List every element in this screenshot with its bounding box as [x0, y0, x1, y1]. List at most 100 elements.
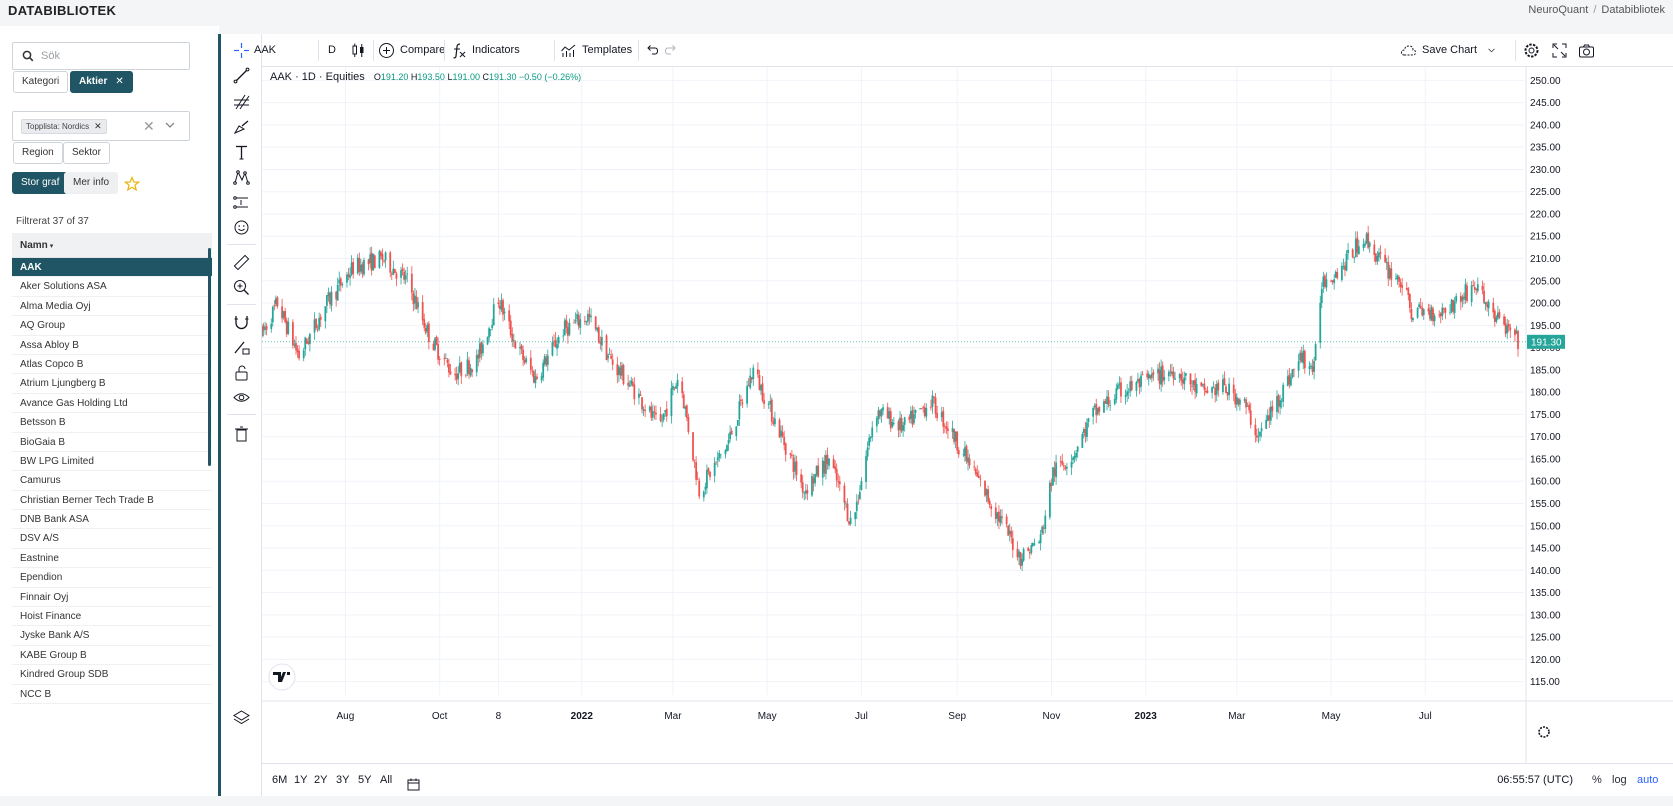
save-chart-button[interactable]: Save Chart — [1400, 34, 1497, 67]
chevron-down-icon[interactable] — [163, 118, 177, 132]
interval-button[interactable]: D — [328, 34, 336, 67]
aktier-filter-chip[interactable]: Aktier ✕ — [70, 71, 133, 93]
list-item[interactable]: Nordea Bank — [12, 704, 212, 709]
list-item[interactable]: Atlas Copco B — [12, 355, 212, 375]
auto-toggle[interactable]: auto — [1637, 774, 1659, 786]
brush-tool[interactable] — [231, 117, 252, 138]
remove-tag-icon[interactable]: ✕ — [94, 121, 102, 131]
eye-icon — [233, 393, 250, 402]
list-item[interactable]: AQ Group — [12, 316, 212, 336]
list-item[interactable]: Jyske Bank A/S — [12, 626, 212, 646]
compare-button[interactable]: Compare — [378, 34, 445, 67]
pattern-tool[interactable] — [231, 167, 252, 188]
candle-body — [837, 481, 840, 483]
chart-area[interactable]: 115.00 120.00 125.00 130.00 135.00 140.00 145.… — [262, 67, 1673, 763]
hide-tool[interactable] — [231, 387, 252, 408]
candle-body — [1444, 308, 1447, 313]
fullscreen-button[interactable] — [1551, 34, 1568, 67]
list-item[interactable]: Hoist Finance — [12, 607, 212, 627]
clear-icon[interactable]: ✕ — [143, 118, 155, 134]
list-item[interactable]: DNB Bank ASA — [12, 510, 212, 530]
list-item[interactable]: Betsson B — [12, 413, 212, 433]
breadcrumb-neuroquant[interactable]: NeuroQuant — [1528, 4, 1589, 16]
percent-toggle[interactable]: % — [1592, 774, 1602, 786]
list-item[interactable]: AAK — [12, 258, 212, 278]
list-item[interactable]: DSV A/S — [12, 529, 212, 549]
prediction-tool[interactable] — [231, 192, 252, 213]
list-item[interactable]: BW LPG Limited — [12, 452, 212, 472]
measure-tool[interactable] — [231, 252, 252, 273]
list-item[interactable]: Kindred Group SDB — [12, 665, 212, 685]
name-column-header[interactable]: Namn ▾ — [12, 233, 212, 258]
symbol-search[interactable]: AAK — [254, 34, 316, 67]
list-item[interactable]: Camurus — [12, 471, 212, 491]
remove-aktier-icon[interactable]: ✕ — [115, 76, 124, 87]
templates-button[interactable]: Templates — [560, 34, 632, 67]
range-5y[interactable]: 5Y — [358, 774, 372, 786]
trend-line-tool[interactable] — [231, 65, 252, 86]
kategori-filter-button[interactable]: Kategori — [13, 71, 69, 93]
list-item[interactable]: Ependion — [12, 568, 212, 588]
candle-body — [767, 403, 770, 405]
text-tool[interactable] — [231, 142, 252, 163]
price-axis-settings-icon[interactable] — [1538, 726, 1550, 738]
range-all[interactable]: All — [380, 774, 393, 786]
candle-body — [390, 273, 393, 275]
lock-tool[interactable] — [231, 362, 252, 383]
object-tree-tool[interactable] — [231, 707, 252, 728]
panel-divider[interactable] — [218, 34, 221, 796]
candle-body — [806, 489, 809, 494]
candle-body — [888, 411, 891, 419]
list-item[interactable]: NCC B — [12, 685, 212, 704]
candle-body — [1302, 350, 1305, 364]
region-filter-button[interactable]: Region — [13, 142, 63, 164]
magnet-tool[interactable] — [231, 312, 252, 333]
stor-graf-button[interactable]: Stor graf — [12, 172, 69, 194]
range-6m[interactable]: 6M — [272, 774, 288, 786]
candlestick-chart[interactable]: 115.00 120.00 125.00 130.00 135.00 140.00 145.… — [262, 67, 1673, 763]
chart-settings-button[interactable] — [1523, 34, 1540, 67]
list-item[interactable]: Atrium Ljungberg B — [12, 374, 212, 394]
range-3y[interactable]: 3Y — [336, 774, 350, 786]
list-item[interactable]: Alma Media Oyj — [12, 297, 212, 317]
range-2y[interactable]: 2Y — [314, 774, 328, 786]
indicators-button[interactable]: Indicators — [450, 34, 520, 67]
chart-type-button[interactable] — [350, 34, 367, 67]
range-1y[interactable]: 1Y — [294, 774, 308, 786]
search-box[interactable] — [12, 42, 190, 70]
star-icon[interactable] — [124, 176, 140, 192]
crosshair-tool[interactable] — [231, 40, 252, 61]
list-item[interactable]: KABE Group B — [12, 646, 212, 666]
list-item[interactable]: Assa Abloy B — [12, 336, 212, 355]
candle-body — [1498, 312, 1501, 318]
list-item[interactable]: Aker Solutions ASA — [12, 277, 212, 297]
topplista-select[interactable]: Topplista: Nordics ✕ ✕ — [12, 111, 190, 141]
redo-button[interactable] — [663, 34, 680, 67]
log-toggle[interactable]: log — [1612, 774, 1627, 786]
list-item[interactable]: Christian Berner Tech Trade B — [12, 491, 212, 511]
search-input[interactable] — [41, 48, 181, 64]
list-item[interactable]: Avance Gas Holding Ltd — [12, 394, 212, 414]
candle-body — [834, 466, 837, 470]
candle-body — [588, 314, 591, 318]
list-scrollbar[interactable] — [208, 248, 211, 466]
candle-body — [770, 399, 773, 422]
list-item[interactable]: Eastnine — [12, 549, 212, 569]
list-item[interactable]: BioGaia B — [12, 433, 212, 452]
zoom-tool[interactable] — [231, 277, 252, 298]
list-item[interactable]: Finnair Oyj — [12, 588, 212, 608]
emoji-tool[interactable] — [231, 217, 252, 238]
candle-body — [1311, 366, 1314, 373]
mer-info-button[interactable]: Mer info — [64, 172, 119, 194]
tradingview-logo[interactable] — [268, 663, 296, 691]
candle-body — [285, 320, 288, 335]
lock-drawing-tool[interactable] — [231, 337, 252, 358]
utc-time[interactable]: 06:55:57 (UTC) — [1497, 774, 1573, 786]
candle-body — [651, 411, 654, 418]
fib-tool[interactable] — [231, 91, 252, 112]
delete-tool[interactable] — [231, 423, 252, 444]
goto-date-button[interactable] — [406, 773, 421, 791]
screenshot-button[interactable] — [1578, 34, 1595, 67]
sektor-filter-button[interactable]: Sektor — [63, 142, 110, 164]
undo-button[interactable] — [643, 34, 660, 67]
